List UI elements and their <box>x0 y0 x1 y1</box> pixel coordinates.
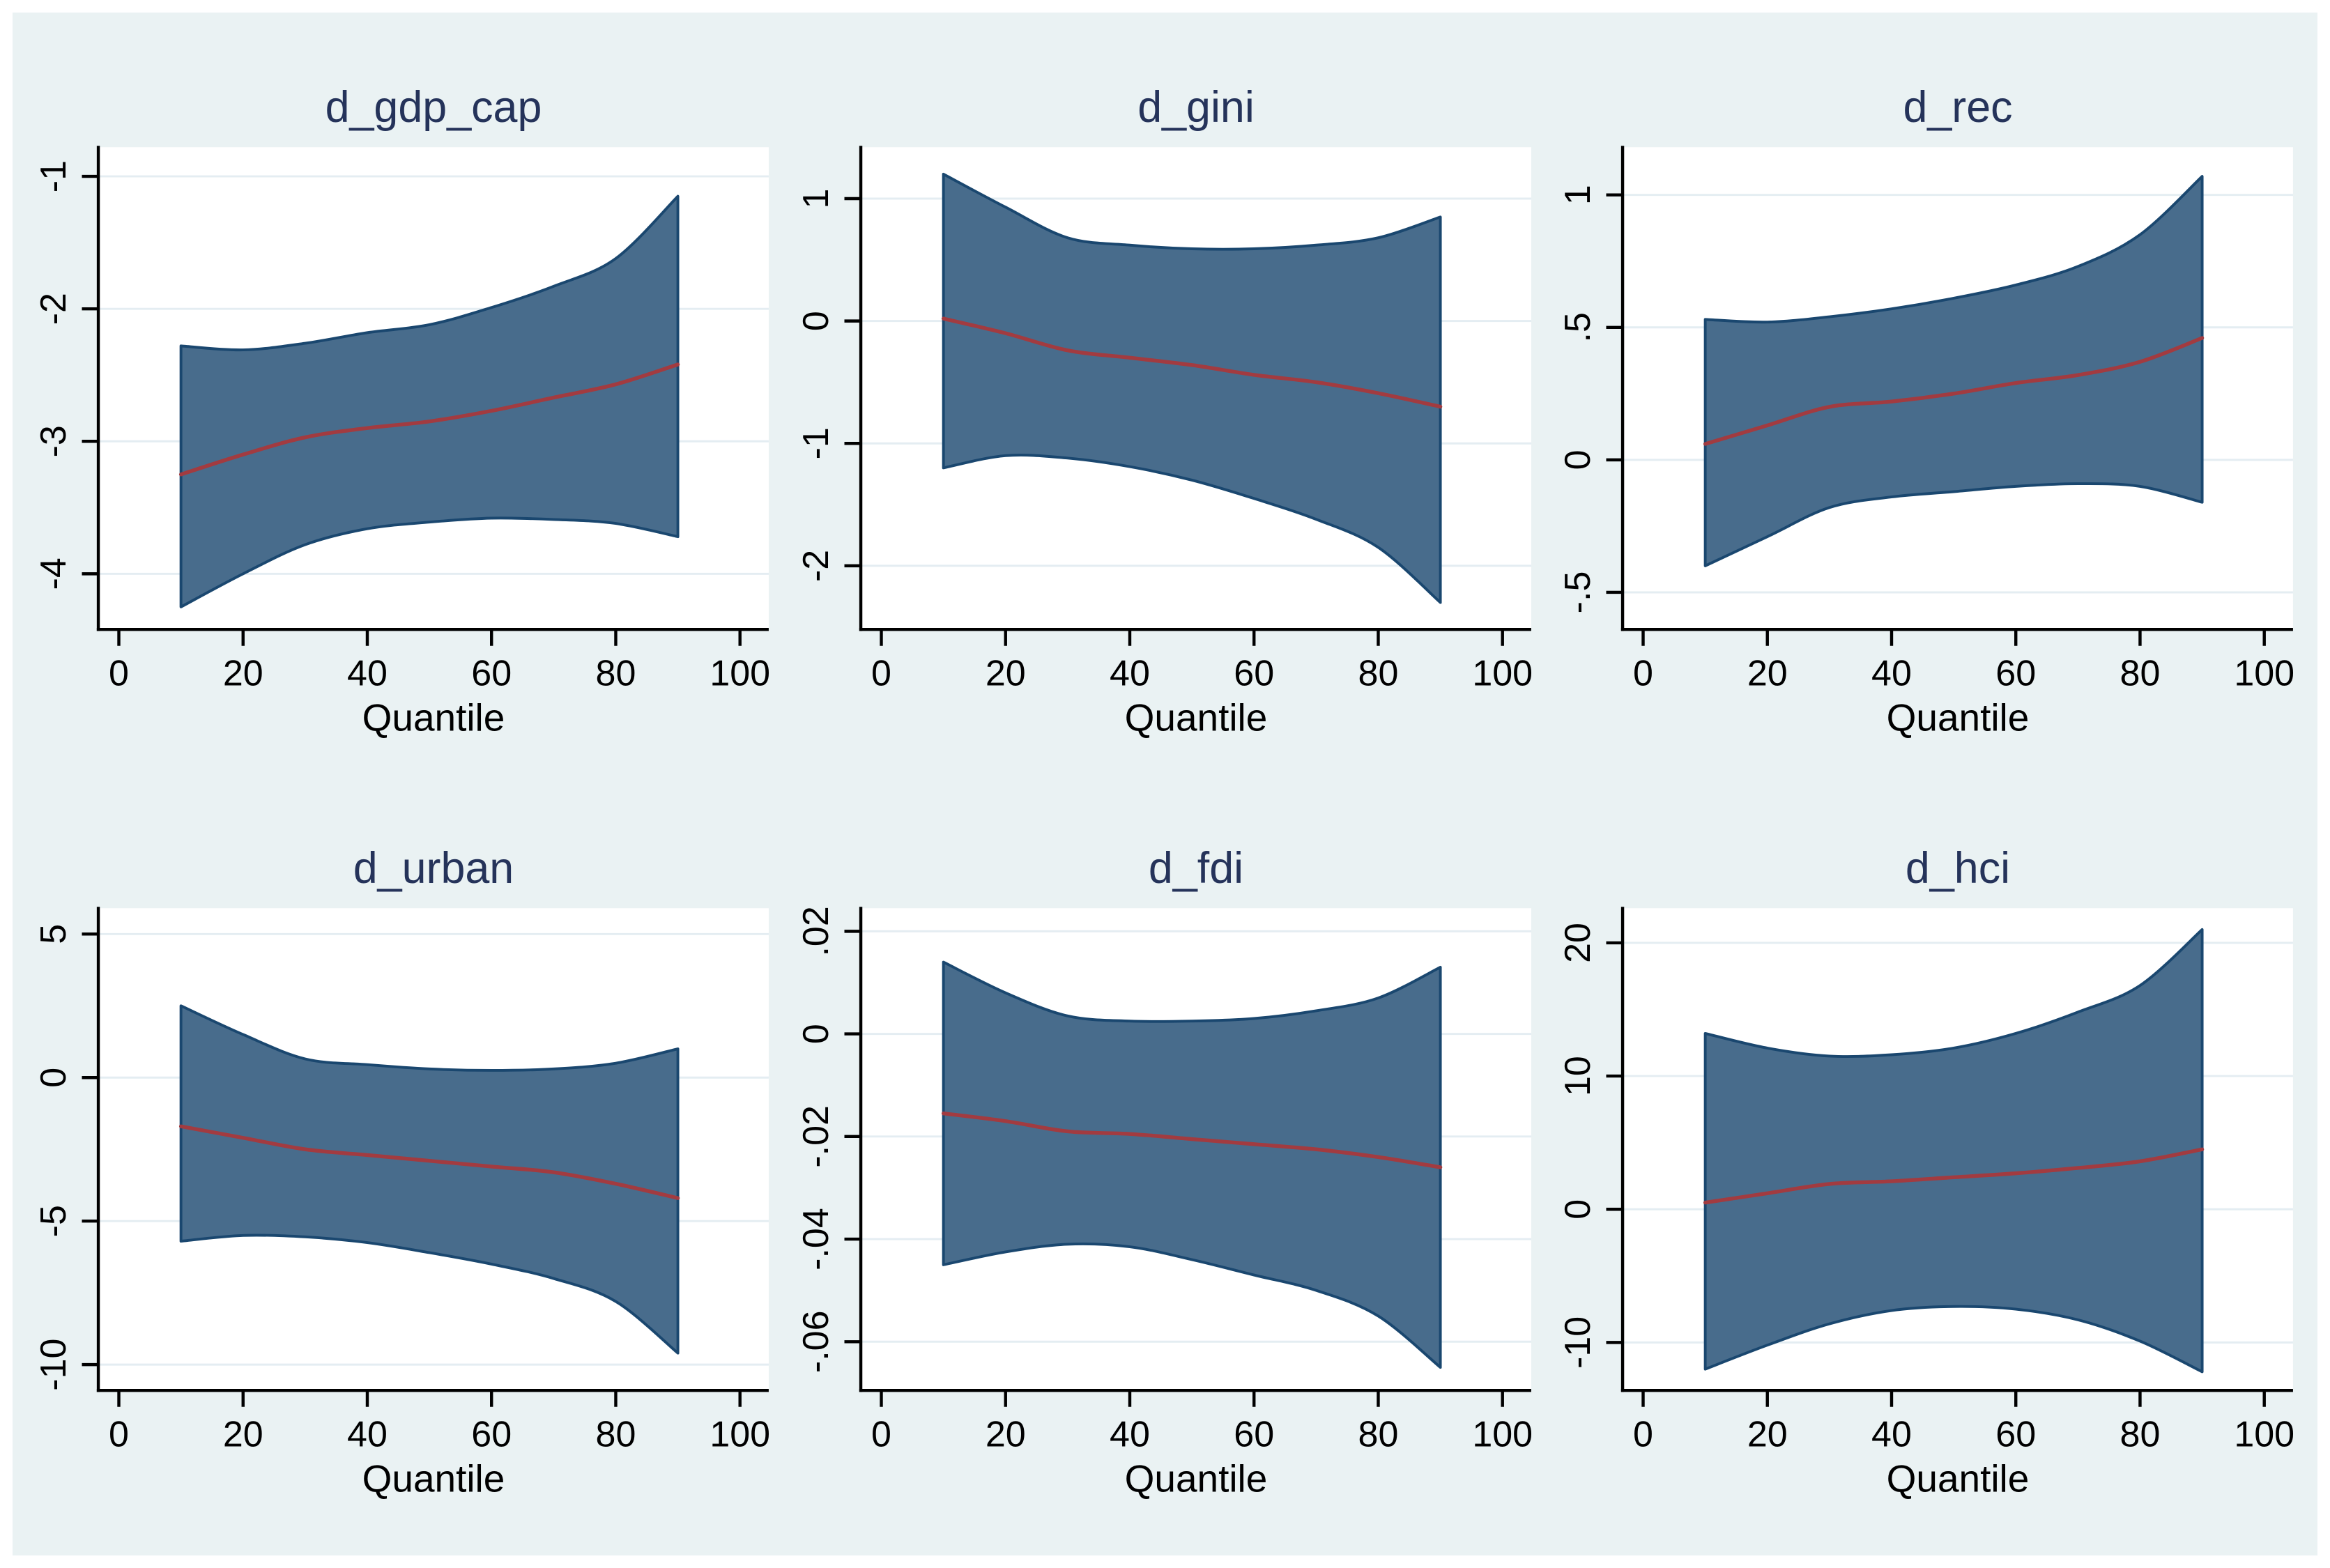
panel-d_gdp_cap: -1 -2 -3 -4 0 20 40 60 80 100 Quantile d_gdp_cap <box>26 82 779 767</box>
x-tick-label: 40 <box>347 654 388 694</box>
y-tick-label: 1 <box>796 189 836 209</box>
y-tick-label: -10 <box>33 1339 74 1391</box>
x-tick-label: 60 <box>1996 1415 2037 1455</box>
panel-title: d_fdi <box>1149 844 1243 893</box>
x-tick-label: 100 <box>710 654 770 694</box>
x-axis-title: Quantile <box>1124 1456 1267 1500</box>
x-tick-label: 0 <box>1633 654 1653 694</box>
y-tick-label: -.04 <box>796 1208 836 1270</box>
graph-region: -1 -2 -3 -4 0 20 40 60 80 100 Quantile d_gdp_cap 1 0-… <box>13 13 2317 1555</box>
x-tick-label: 60 <box>471 1415 512 1455</box>
panel-d_fdi: .02 0 -.02 -.04 -.06 0 20 40 60 80 100 Quantile d_fd… <box>789 843 1542 1528</box>
x-tick-label: 100 <box>1472 654 1533 694</box>
x-tick-label: 40 <box>1871 654 1912 694</box>
y-tick-label: 0 <box>796 311 836 331</box>
confidence-band <box>942 172 1442 604</box>
estimate-line <box>941 1111 1442 1169</box>
estimate-line <box>178 1124 680 1200</box>
x-tick-label: 100 <box>2235 1415 2295 1455</box>
panel-d_gini: 1 0 -1 -2 0 20 40 60 80 100 Quantile d_gini <box>789 82 1542 767</box>
confidence-band <box>1703 175 2204 567</box>
x-tick-label: 0 <box>871 654 891 694</box>
y-tick-label: -1 <box>33 160 74 192</box>
x-tick-label: 0 <box>1633 1415 1653 1455</box>
x-axis-title: Quantile <box>1124 695 1267 739</box>
panel-title: d_urban <box>353 844 514 893</box>
y-tick-label: 0 <box>1558 449 1598 470</box>
x-tick-label: 20 <box>985 654 1025 694</box>
x-tick-label: 60 <box>471 654 512 694</box>
y-tick-label: -.5 <box>1558 571 1598 614</box>
x-tick-label: 20 <box>223 1415 263 1455</box>
y-tick-label: -.02 <box>796 1105 836 1168</box>
y-tick-label: 10 <box>1558 1056 1598 1096</box>
y-tick-label: 0 <box>796 1024 836 1044</box>
x-tick-label: 0 <box>109 1415 129 1455</box>
x-tick-label: 80 <box>596 654 636 694</box>
chart-d_fdi: .02 0 -.02 -.04 -.06 0 20 40 60 80 100 Quantile d_fd… <box>796 844 1533 1500</box>
x-tick-label: 20 <box>985 1415 1025 1455</box>
panel-title: d_rec <box>1903 83 2013 132</box>
y-tick-label: 20 <box>1558 923 1598 963</box>
x-tick-label: 40 <box>1871 1415 1912 1455</box>
estimate-line <box>941 316 1442 409</box>
estimate-line <box>1703 336 2205 446</box>
x-axis-title: Quantile <box>1887 1456 2030 1500</box>
x-tick-label: 0 <box>109 654 129 694</box>
x-tick-label: 80 <box>596 1415 636 1455</box>
chart-d_urban: 5 0 -5 -10 0 20 40 60 80 100 Quantile d_urban <box>33 844 770 1500</box>
x-tick-label: 40 <box>347 1415 388 1455</box>
chart-d_rec: 1 .5 0 -.5 0 20 40 60 80 100 Quantile d_rec <box>1558 83 2295 739</box>
y-tick-label: -5 <box>33 1205 74 1237</box>
y-tick-label: -3 <box>33 425 74 457</box>
x-tick-label: 100 <box>710 1415 770 1455</box>
y-tick-label: 5 <box>33 924 74 944</box>
panel-d_urban: 5 0 -5 -10 0 20 40 60 80 100 Quantile d_urban <box>26 843 779 1528</box>
x-axis-title: Quantile <box>362 695 505 739</box>
panel-title: d_gini <box>1137 83 1255 132</box>
x-tick-label: 0 <box>871 1415 891 1455</box>
panel-title: d_gdp_cap <box>325 83 542 132</box>
y-tick-label: -2 <box>33 293 74 325</box>
x-tick-label: 80 <box>1358 654 1398 694</box>
chart-d_gini: 1 0 -1 -2 0 20 40 60 80 100 Quantile d_gini <box>796 83 1533 739</box>
y-tick-label: .02 <box>796 906 836 956</box>
x-axis-title: Quantile <box>1887 695 2030 739</box>
y-tick-label: -4 <box>33 558 74 590</box>
x-tick-label: 60 <box>1234 654 1274 694</box>
x-tick-label: 20 <box>1747 1415 1788 1455</box>
panel-d_rec: 1 .5 0 -.5 0 20 40 60 80 100 Quantile d_rec <box>1551 82 2304 767</box>
x-axis-title: Quantile <box>362 1456 505 1500</box>
y-tick-label: -1 <box>796 427 836 459</box>
y-tick-label: 1 <box>1558 185 1598 205</box>
estimate-line <box>1703 1147 2205 1205</box>
y-tick-label: .5 <box>1558 312 1598 342</box>
x-tick-label: 20 <box>1747 654 1788 694</box>
x-tick-label: 80 <box>2120 1415 2161 1455</box>
x-tick-label: 80 <box>1358 1415 1398 1455</box>
x-tick-label: 20 <box>223 654 263 694</box>
estimate-line <box>178 362 680 477</box>
x-tick-label: 100 <box>1472 1415 1533 1455</box>
panel-d_hci: 20 10 0 -10 0 20 40 60 80 100 Quantile d_hci <box>1551 843 2304 1528</box>
confidence-band <box>942 960 1442 1369</box>
chart-d_gdp_cap: -1 -2 -3 -4 0 20 40 60 80 100 Quantile d_gdp_cap <box>33 83 770 739</box>
y-tick-label: -2 <box>796 550 836 582</box>
x-tick-label: 40 <box>1110 654 1150 694</box>
y-tick-label: 0 <box>1558 1199 1598 1220</box>
panel-title: d_hci <box>1906 844 2010 893</box>
x-tick-label: 60 <box>1996 654 2037 694</box>
y-tick-label: -.06 <box>796 1310 836 1373</box>
y-tick-label: -10 <box>1558 1316 1598 1369</box>
confidence-band <box>179 1004 680 1355</box>
x-tick-label: 80 <box>2120 654 2161 694</box>
x-tick-label: 100 <box>2235 654 2295 694</box>
x-tick-label: 40 <box>1110 1415 1150 1455</box>
confidence-band <box>179 194 680 608</box>
y-tick-label: 0 <box>33 1068 74 1088</box>
x-tick-label: 60 <box>1234 1415 1274 1455</box>
